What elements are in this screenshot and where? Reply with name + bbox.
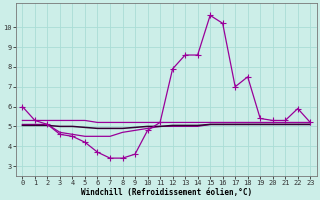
X-axis label: Windchill (Refroidissement éolien,°C): Windchill (Refroidissement éolien,°C)	[81, 188, 252, 197]
